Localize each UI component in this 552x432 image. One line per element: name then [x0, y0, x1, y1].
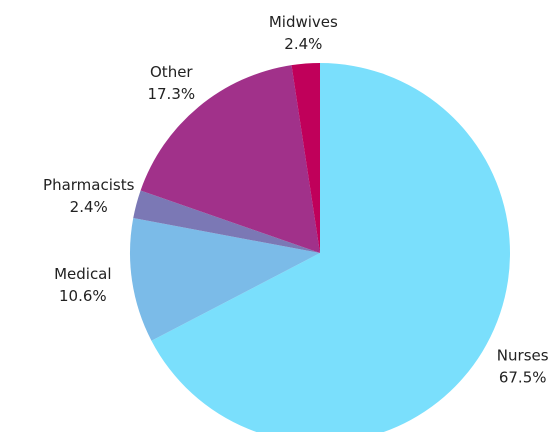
slice-value-label: 2.4%	[70, 198, 108, 216]
slice-value-label: 67.5%	[499, 369, 547, 387]
pie-slice	[151, 63, 510, 432]
slice-value-label: 2.4%	[284, 35, 322, 53]
slice-label: Midwives	[269, 13, 338, 31]
pie-slice	[140, 65, 320, 253]
slice-value-label: 17.3%	[147, 85, 195, 103]
slice-label: Nurses	[497, 347, 549, 365]
slice-value-label: 10.6%	[59, 287, 107, 305]
pie-slice	[291, 63, 320, 253]
slice-label: Other	[150, 63, 193, 81]
pie-slice	[130, 218, 320, 341]
pie-slice	[133, 190, 320, 253]
slice-label: Pharmacists	[43, 176, 135, 194]
slice-label: Medical	[54, 265, 111, 283]
